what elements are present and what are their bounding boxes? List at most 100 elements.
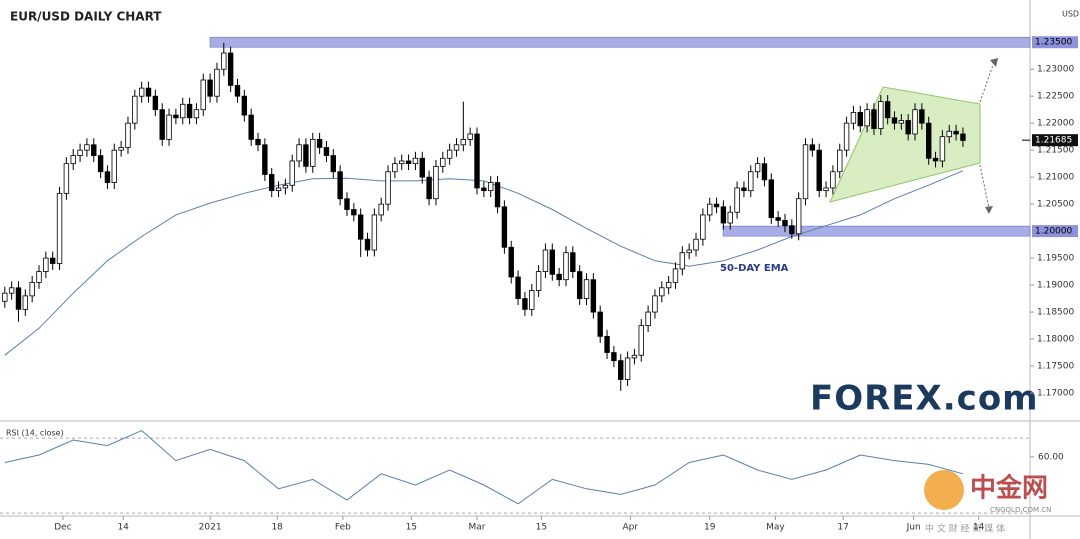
candle-body (576, 271, 583, 299)
candle-body (830, 171, 836, 189)
chart-title: EUR/USD DAILY CHART (10, 10, 162, 24)
candle-body (303, 144, 309, 167)
candle-body (891, 117, 898, 124)
candle-body (754, 163, 761, 173)
x-tick-label: 15 (536, 523, 547, 533)
candle-body (693, 238, 699, 251)
candle-body (720, 206, 727, 224)
candle-body (138, 87, 145, 97)
candle-body (433, 165, 439, 200)
y-tick-label: 1.17000 (1037, 389, 1074, 399)
level-label-box (1032, 36, 1078, 49)
y-tick-label: 1.17500 (1037, 362, 1074, 372)
candle-body (118, 147, 124, 151)
candle-body (761, 163, 768, 181)
candle-body (316, 138, 323, 148)
candle-body (180, 103, 186, 119)
watermark-slogan: 中 文 财 经 新 媒 体 (925, 523, 1005, 535)
candle-body (515, 276, 521, 299)
candle-body (371, 214, 378, 251)
candle-body (467, 133, 473, 140)
candle-body (946, 130, 952, 138)
candle-body (234, 85, 241, 97)
candle-body (392, 163, 398, 173)
candle-body (912, 109, 918, 135)
candle-body (850, 111, 857, 124)
candle-body (125, 122, 131, 148)
level-label: 1.23500 (1035, 38, 1072, 48)
candle-body (193, 109, 200, 119)
candle-body (864, 109, 870, 127)
candle-body (823, 187, 829, 192)
last-price-box (1032, 134, 1078, 147)
candle-body (91, 144, 97, 156)
candle-body (173, 114, 179, 119)
candle-body (775, 217, 781, 221)
candle-body (70, 155, 76, 165)
candle-body (748, 171, 754, 192)
candle-body (741, 187, 747, 192)
y-tick-label: 1.22500 (1037, 92, 1074, 102)
candle-body (364, 238, 371, 251)
candle-body (618, 360, 624, 380)
candle-body (919, 109, 925, 124)
candle-body (145, 87, 152, 97)
candle-body (36, 271, 42, 283)
y-tick-label: 1.21500 (1037, 146, 1074, 156)
candle-body (474, 133, 480, 189)
candle-body (645, 311, 651, 326)
candle-body (385, 171, 391, 205)
candle-body (111, 149, 117, 183)
candle-body (56, 192, 63, 264)
candle-body (275, 187, 282, 192)
candle-body (49, 257, 56, 264)
candle-body (405, 160, 412, 165)
candle-body (399, 160, 405, 165)
candle-body (440, 157, 446, 167)
candle-body (857, 111, 863, 127)
candle-body (241, 95, 248, 116)
level-label-box (1032, 225, 1078, 238)
y-tick-label: 1.21000 (1037, 173, 1074, 183)
candle-body (481, 187, 487, 192)
candle-body (542, 249, 549, 272)
candle-body (330, 155, 336, 173)
candle-body (611, 352, 617, 362)
y-tick-label: 1.20500 (1037, 200, 1074, 210)
candle-body (597, 311, 603, 337)
candle-body (802, 144, 809, 200)
rsi-title: RSI (14, close) (6, 429, 64, 438)
candle-body (549, 249, 555, 275)
candle-body (378, 203, 384, 216)
candle-body (583, 279, 590, 299)
candle-body (412, 157, 419, 165)
candle-body (15, 287, 22, 310)
x-tick-label: Mar (469, 523, 486, 533)
candle-body (953, 130, 959, 135)
candle-body (207, 79, 213, 97)
candle-body (159, 109, 165, 140)
candle-body (837, 149, 843, 173)
candle-body (878, 101, 884, 129)
candle-body (556, 273, 562, 281)
candle-body (97, 155, 104, 173)
x-tick-label: 2021 (199, 523, 222, 533)
candle-body (310, 138, 316, 167)
candle-body (665, 281, 672, 289)
watermark-site: CNGOLD.COM.CN (990, 506, 1051, 514)
candle-body (351, 209, 357, 216)
candle-body (43, 257, 49, 272)
candle-body (926, 122, 932, 159)
candle-body (63, 163, 70, 194)
y-tick-label: 1.18500 (1037, 308, 1074, 318)
candle-body (200, 79, 206, 111)
candle-body (152, 95, 159, 111)
candle-body (8, 287, 15, 294)
watermark-icon (924, 470, 964, 510)
candle-body (460, 138, 467, 146)
candle-body (488, 182, 494, 192)
arrow-head (990, 58, 998, 67)
rsi-line (4, 430, 964, 505)
